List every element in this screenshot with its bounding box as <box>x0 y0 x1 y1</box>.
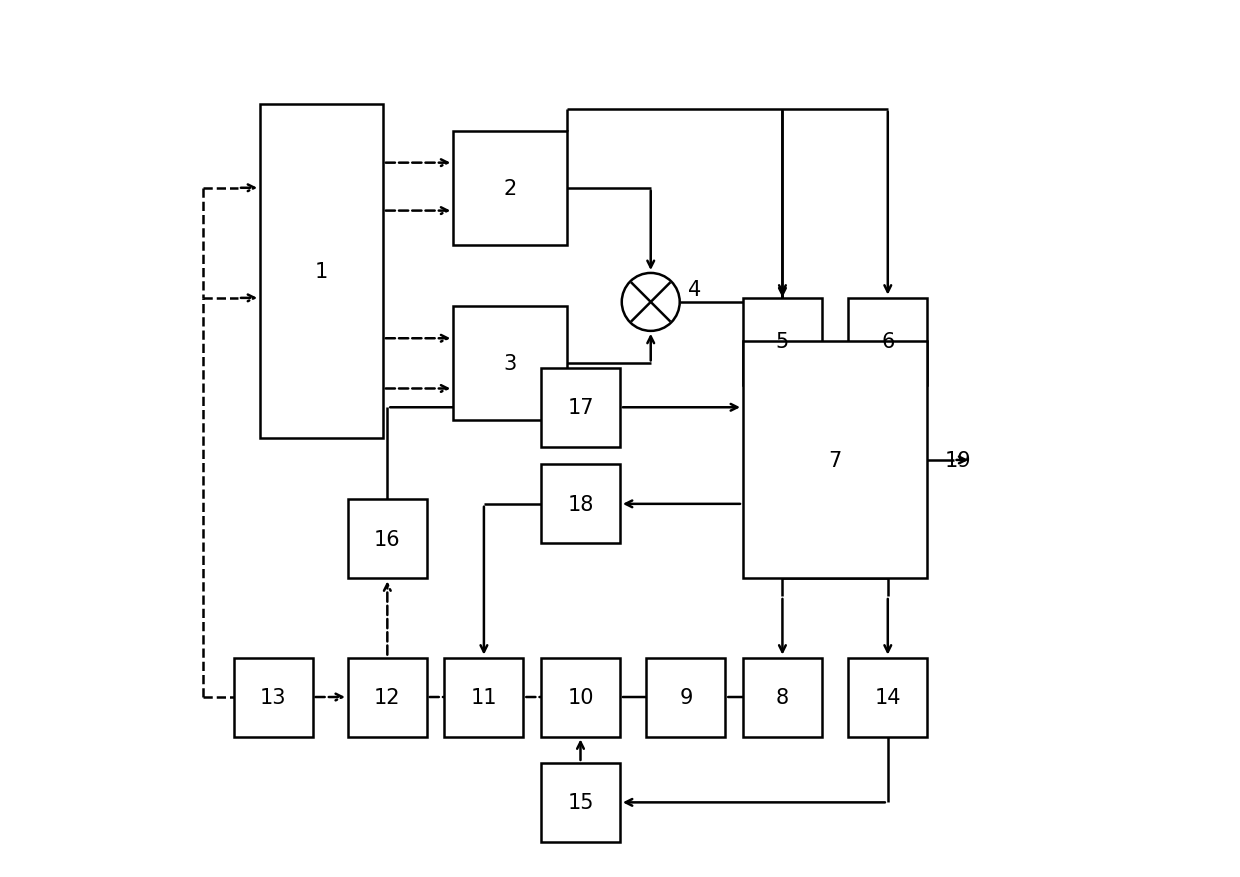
Text: 13: 13 <box>260 688 286 707</box>
Text: 6: 6 <box>882 332 894 352</box>
Text: 11: 11 <box>471 688 497 707</box>
Text: 12: 12 <box>374 688 401 707</box>
Text: 5: 5 <box>776 332 789 352</box>
Bar <box>541 763 620 842</box>
Text: 19: 19 <box>945 451 971 470</box>
Text: 14: 14 <box>874 688 901 707</box>
Bar <box>743 342 928 579</box>
Bar <box>743 298 822 386</box>
Text: 1: 1 <box>315 262 329 282</box>
Text: 8: 8 <box>776 688 789 707</box>
Circle shape <box>621 274 680 332</box>
Text: 4: 4 <box>688 280 702 299</box>
Bar <box>453 307 568 421</box>
Bar <box>848 658 928 737</box>
Text: 17: 17 <box>567 398 594 417</box>
Bar <box>646 658 725 737</box>
Bar <box>233 658 312 737</box>
Bar <box>541 658 620 737</box>
Text: 18: 18 <box>568 495 594 514</box>
Bar <box>541 368 620 447</box>
Bar <box>453 132 568 246</box>
Bar <box>347 658 427 737</box>
Bar <box>541 465 620 544</box>
Bar <box>260 105 383 438</box>
Text: 9: 9 <box>680 688 692 707</box>
Bar <box>848 298 928 386</box>
Text: 10: 10 <box>567 688 594 707</box>
Bar <box>444 658 523 737</box>
Text: 16: 16 <box>374 530 401 549</box>
Text: 3: 3 <box>503 354 517 374</box>
Text: 7: 7 <box>828 451 842 470</box>
Text: 2: 2 <box>503 179 517 198</box>
Bar <box>743 658 822 737</box>
Bar <box>347 500 427 579</box>
Text: 15: 15 <box>567 793 594 812</box>
